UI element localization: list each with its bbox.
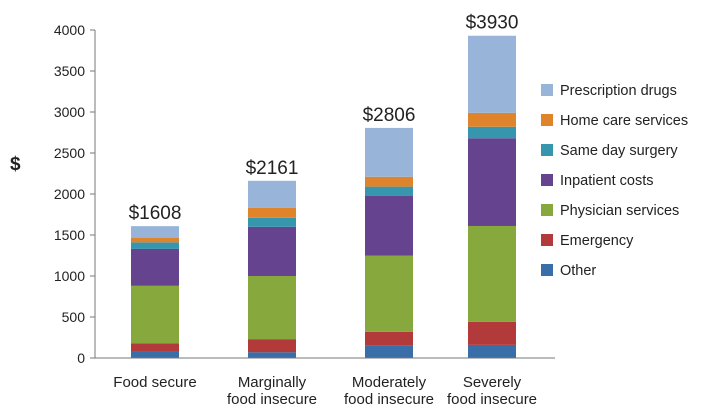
bar-segment-inpatient-costs (365, 195, 413, 256)
bar-segment-inpatient-costs (131, 248, 179, 286)
y-tick-label: 2500 (54, 145, 85, 161)
legend-swatch-physician-services (541, 204, 553, 216)
legend-label-other: Other (560, 263, 596, 279)
bar-segment-other (131, 351, 179, 358)
legend: Prescription drugs Home care services Same… (541, 83, 688, 279)
x-category-label: food insecure (344, 391, 434, 408)
bar-totals: $1608 $2161 $2806 $3930 (129, 13, 519, 224)
y-tick-label: 500 (62, 309, 86, 325)
y-tick-label: 3500 (54, 63, 85, 79)
bar-segment-home-care-services (468, 112, 516, 127)
bar-total-label: $2806 (363, 105, 416, 126)
bar-segment-prescription-drugs (365, 127, 413, 177)
bar-segment-physician-services (365, 255, 413, 332)
bar-segment-emergency (248, 339, 296, 353)
bar-segment-inpatient-costs (248, 226, 296, 276)
x-category-label: Severely (463, 374, 522, 391)
bar-segment-emergency (131, 343, 179, 352)
legend-swatch-same-day-surgery (541, 144, 553, 156)
bar-total-label: $3930 (466, 13, 519, 34)
bar-segment-home-care-services (365, 176, 413, 187)
bar-segment-same-day-surgery (131, 242, 179, 249)
bar-segment-other (468, 344, 516, 358)
bar-segment-same-day-surgery (248, 217, 296, 227)
legend-label-physician-services: Physician services (560, 203, 679, 219)
legend-swatch-prescription-drugs (541, 84, 553, 96)
bar-total-label: $2161 (246, 158, 299, 179)
bar-segment-physician-services (468, 225, 516, 322)
bar-segment-home-care-services (131, 237, 179, 243)
bar-segment-emergency (365, 331, 413, 346)
y-tick-label: 1500 (54, 227, 85, 243)
bars (131, 35, 516, 358)
bar-segment-same-day-surgery (365, 186, 413, 196)
y-axis: 0 500 1000 1500 2000 2500 3000 3500 4000 (54, 22, 96, 366)
y-tick-label: 0 (77, 350, 85, 366)
y-tick-label: 3000 (54, 104, 85, 120)
legend-label-emergency: Emergency (560, 233, 634, 249)
bar-segment-inpatient-costs (468, 138, 516, 226)
legend-label-home-care-services: Home care services (560, 113, 688, 129)
bar-segment-prescription-drugs (131, 226, 179, 238)
x-category-label: Food secure (113, 374, 196, 391)
legend-label-inpatient-costs: Inpatient costs (560, 173, 654, 189)
legend-swatch-inpatient-costs (541, 174, 553, 186)
bar-segment-physician-services (131, 285, 179, 344)
bar-segment-other (365, 345, 413, 358)
x-category-label: Moderately (352, 374, 427, 391)
bar-segment-prescription-drugs (468, 35, 516, 113)
x-category-label: food insecure (447, 391, 537, 408)
y-tick-label: 1000 (54, 268, 85, 284)
legend-swatch-home-care-services (541, 114, 553, 126)
bar-segment-emergency (468, 321, 516, 345)
bar-segment-physician-services (248, 276, 296, 340)
bar-segment-home-care-services (248, 207, 296, 218)
bar-total-label: $1608 (129, 203, 182, 224)
legend-label-same-day-surgery: Same day surgery (560, 143, 678, 159)
x-category-label: food insecure (227, 391, 317, 408)
bar-segment-other (248, 352, 296, 358)
legend-swatch-emergency (541, 234, 553, 246)
legend-label-prescription-drugs: Prescription drugs (560, 83, 677, 99)
y-tick-label: 4000 (54, 22, 85, 38)
y-axis-label: $ (10, 154, 21, 175)
x-category-label: Marginally (238, 374, 307, 391)
legend-swatch-other (541, 264, 553, 276)
y-tick-label: 2000 (54, 186, 85, 202)
bar-segment-prescription-drugs (248, 180, 296, 208)
bar-segment-same-day-surgery (468, 126, 516, 139)
